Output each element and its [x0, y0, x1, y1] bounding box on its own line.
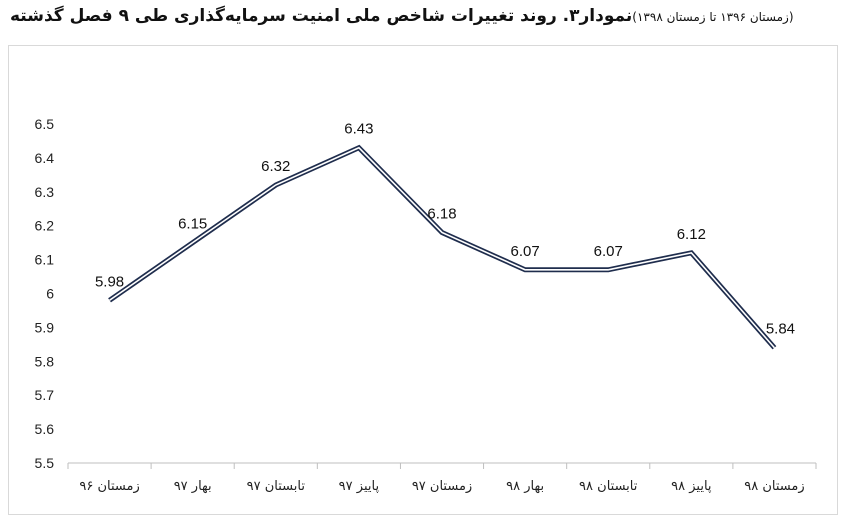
- chart-title: نمودار۳. روند تغییرات شاخص ملی امنیت سرم…: [10, 6, 633, 26]
- chart-subtitle: (زمستان ۱۳۹۶ تا زمستان ۱۳۹۸): [632, 10, 794, 24]
- x-category-label: پاییز ۹۸: [671, 479, 712, 494]
- x-category-label: زمستان ۹۶: [79, 479, 139, 494]
- y-tick-label: 6.4: [35, 150, 55, 166]
- x-category-label: زمستان ۹۸: [744, 479, 804, 494]
- y-tick-label: 6.5: [35, 116, 55, 132]
- y-tick-label: 6.1: [35, 252, 55, 268]
- x-axis-tick-marks: [67, 463, 817, 469]
- y-tick-label: 5.9: [35, 319, 55, 335]
- y-axis-ticks: 5.5 5.6 5.7 5.8 5.9 6 6.1 6.2 6.3 6.4 6.5: [35, 116, 55, 471]
- chart-frame: [8, 45, 838, 515]
- data-label: 6.18: [427, 205, 456, 222]
- x-category-label: تابستان ۹۷: [247, 479, 306, 494]
- x-category-label: پاییز ۹۷: [339, 479, 380, 494]
- y-tick-label: 5.8: [35, 353, 55, 369]
- data-label: 5.98: [95, 273, 124, 290]
- y-tick-label: 6.2: [35, 218, 55, 234]
- y-tick-label: 5.5: [35, 455, 55, 471]
- y-tick-label: 6: [46, 286, 54, 302]
- y-tick-label: 5.7: [35, 387, 55, 403]
- data-label: 6.15: [178, 216, 207, 233]
- chart-title-row: نمودار۳. روند تغییرات شاخص ملی امنیت سرم…: [10, 6, 820, 40]
- x-category-label: بهار ۹۷: [174, 479, 212, 494]
- series-line-outer: [108, 144, 777, 350]
- data-labels: 5.98 6.15 6.32 6.43 6.18 6.07 6.07 6.12 5.84: [95, 121, 795, 338]
- y-tick-label: 5.6: [35, 421, 55, 437]
- y-tick-label: 6.3: [35, 184, 55, 200]
- series-line: [108, 144, 777, 350]
- data-label: 6.07: [594, 243, 623, 260]
- series-line-inner: [109, 146, 776, 349]
- x-category-label: زمستان ۹۷: [412, 479, 472, 494]
- x-axis-labels: زمستان ۹۶ بهار ۹۷ تابستان ۹۷ پاییز ۹۷ زمستان…: [79, 479, 804, 494]
- data-label: 5.84: [766, 321, 795, 338]
- data-label: 6.07: [511, 243, 540, 260]
- data-label: 6.32: [261, 158, 290, 175]
- x-category-label: تابستان ۹۸: [579, 479, 638, 494]
- data-label: 6.43: [344, 121, 373, 138]
- data-label: 6.12: [677, 226, 706, 243]
- x-category-label: بهار ۹۸: [506, 479, 544, 494]
